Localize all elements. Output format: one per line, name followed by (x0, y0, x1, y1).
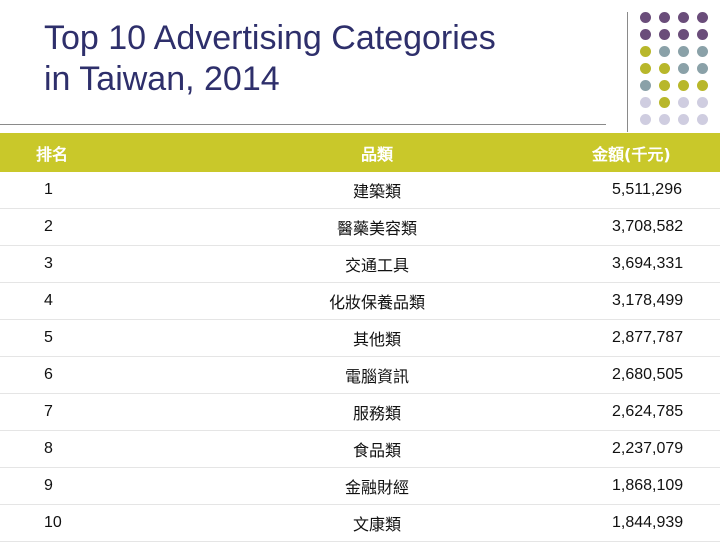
table-row: 10 文康類 1,844,939 (0, 504, 720, 542)
rank-cell: 6 (0, 356, 232, 394)
amount-cell: 2,237,079 (522, 430, 720, 468)
decorative-dot (697, 12, 708, 23)
decorative-dot (659, 63, 670, 74)
slide-title: Top 10 Advertising Categories in Taiwan,… (44, 18, 624, 100)
category-cell: 建築類 (232, 172, 522, 209)
decorative-dot (640, 63, 651, 74)
decorative-dot (659, 46, 670, 57)
decorative-dot (678, 80, 689, 91)
decorative-dot (678, 97, 689, 108)
rank-cell: 3 (0, 245, 232, 283)
header-category: 品類 (232, 133, 522, 172)
amount-cell: 2,877,787 (522, 319, 720, 357)
table-row: 5 其他類 2,877,787 (0, 319, 720, 357)
table-row: 7 服務類 2,624,785 (0, 393, 720, 431)
vertical-divider (627, 12, 628, 132)
amount-cell: 2,624,785 (522, 393, 720, 431)
amount-cell: 3,708,582 (522, 208, 720, 246)
table-row: 3 交通工具 3,694,331 (0, 245, 720, 283)
rank-cell: 5 (0, 319, 232, 357)
category-cell: 化妝保養品類 (232, 282, 522, 320)
decorative-dot (697, 29, 708, 40)
category-cell: 金融財經 (232, 467, 522, 505)
decorative-dot (640, 29, 651, 40)
rank-cell: 10 (0, 504, 232, 542)
decorative-dot (659, 12, 670, 23)
decorative-dot (640, 97, 651, 108)
advertising-table: 排名 品類 金額(千元) 1 建築類 5,511,296 2 醫藥美容類 3,708,58… (0, 133, 720, 542)
decorative-dot (697, 80, 708, 91)
decorative-dot (640, 114, 651, 125)
decorative-dot (678, 12, 689, 23)
category-cell: 文康類 (232, 504, 522, 542)
table-row: 2 醫藥美容類 3,708,582 (0, 208, 720, 246)
slide-title-line-2: in Taiwan, 2014 (44, 60, 280, 98)
amount-cell: 1,844,939 (522, 504, 720, 542)
decorative-dot (678, 63, 689, 74)
amount-cell: 2,680,505 (522, 356, 720, 394)
table-row: 8 食品類 2,237,079 (0, 430, 720, 468)
decorative-dot (640, 80, 651, 91)
rank-cell: 7 (0, 393, 232, 431)
rank-cell: 8 (0, 430, 232, 468)
table-row: 1 建築類 5,511,296 (0, 172, 720, 209)
decorative-dot (697, 46, 708, 57)
rank-cell: 1 (0, 172, 232, 209)
decorative-dot (678, 114, 689, 125)
header-rank: 排名 (0, 133, 232, 172)
category-cell: 服務類 (232, 393, 522, 431)
rank-cell: 4 (0, 282, 232, 320)
decorative-dot (659, 97, 670, 108)
category-cell: 交通工具 (232, 245, 522, 283)
table-body: 1 建築類 5,511,296 2 醫藥美容類 3,708,582 3 交通工具 3,694,3… (0, 172, 720, 542)
amount-cell: 1,868,109 (522, 467, 720, 505)
category-cell: 醫藥美容類 (232, 208, 522, 246)
category-cell: 食品類 (232, 430, 522, 468)
decorative-dot (640, 12, 651, 23)
decorative-dot (659, 114, 670, 125)
category-cell: 其他類 (232, 319, 522, 357)
decorative-dot (678, 46, 689, 57)
rank-cell: 9 (0, 467, 232, 505)
decorative-dot (697, 97, 708, 108)
category-cell: 電腦資訊 (232, 356, 522, 394)
title-divider (0, 124, 606, 125)
table-row: 4 化妝保養品類 3,178,499 (0, 282, 720, 320)
decorative-dot (697, 63, 708, 74)
decorative-dot (640, 46, 651, 57)
rank-cell: 2 (0, 208, 232, 246)
amount-cell: 3,694,331 (522, 245, 720, 283)
decorative-dot (697, 114, 708, 125)
decorative-dot (659, 80, 670, 91)
table-header-row: 排名 品類 金額(千元) (0, 133, 720, 172)
slide-title-line-1: Top 10 Advertising Categories (44, 19, 496, 57)
decorative-dot (659, 29, 670, 40)
amount-cell: 3,178,499 (522, 282, 720, 320)
decorative-dot (678, 29, 689, 40)
amount-cell: 5,511,296 (522, 172, 720, 209)
table-row: 6 電腦資訊 2,680,505 (0, 356, 720, 394)
table-row: 9 金融財經 1,868,109 (0, 467, 720, 505)
header-amount: 金額(千元) (522, 133, 720, 172)
